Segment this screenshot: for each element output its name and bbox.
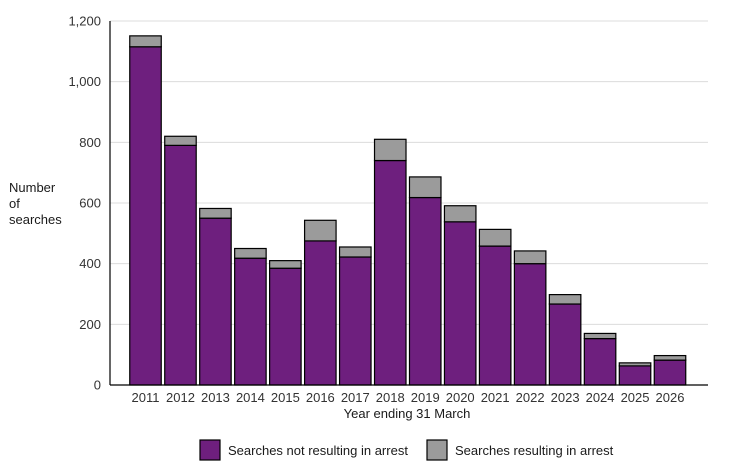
legend-label-not-arrest: Searches not resulting in arrest xyxy=(228,443,408,458)
legend-label-arrest: Searches resulting in arrest xyxy=(455,443,614,458)
bar-segment-not-arrest xyxy=(129,46,162,386)
legend: Searches not resulting in arrest Searche… xyxy=(199,439,614,461)
y-tick-label: 1,000 xyxy=(68,74,101,89)
x-tick-label: 2013 xyxy=(201,390,230,405)
bar-segment-not-arrest xyxy=(234,257,267,386)
bar-segment-arrest xyxy=(478,228,512,247)
bar-segment-not-arrest xyxy=(303,240,337,386)
bars xyxy=(129,35,687,386)
x-tick-label: 2018 xyxy=(376,390,405,405)
y-tick-label: 0 xyxy=(94,378,101,393)
x-tick-label: 2019 xyxy=(411,390,440,405)
x-tick-label: 2025 xyxy=(621,390,650,405)
bar-segment-arrest xyxy=(338,246,372,258)
bar-segment-not-arrest xyxy=(618,365,652,386)
y-axis-title: Number of searches xyxy=(9,180,62,227)
bar-segment-arrest xyxy=(234,247,267,259)
bar-segment-not-arrest xyxy=(408,196,442,386)
x-tick-label: 2016 xyxy=(306,390,335,405)
bar-segment-not-arrest xyxy=(583,337,617,386)
y-tick-labels: 0 200 400 600 800 1,000 1,200 xyxy=(68,14,101,393)
x-tick-label: 2012 xyxy=(166,390,195,405)
y-tick-label: 600 xyxy=(79,196,101,211)
bar-segment-arrest xyxy=(303,219,337,242)
bar-segment-not-arrest xyxy=(269,267,302,386)
bar-segment-not-arrest xyxy=(443,221,477,386)
y-axis-title-line: searches xyxy=(9,212,62,227)
bar-segment-arrest xyxy=(618,362,652,367)
bar-segment-arrest xyxy=(269,260,302,269)
x-tick-label: 2020 xyxy=(446,390,475,405)
y-tick-label: 1,200 xyxy=(68,14,101,29)
bar-segment-not-arrest xyxy=(164,144,197,386)
x-tick-label: 2023 xyxy=(551,390,580,405)
x-tick-label: 2024 xyxy=(586,390,615,405)
bar-segment-arrest xyxy=(129,35,162,48)
y-tick-label: 200 xyxy=(79,317,101,332)
bar-segment-arrest xyxy=(373,138,407,162)
bar-segment-arrest xyxy=(583,332,617,340)
x-tick-label: 2021 xyxy=(481,390,510,405)
y-tick-label: 800 xyxy=(79,135,101,150)
x-tick-label: 2014 xyxy=(236,390,265,405)
bar-segment-not-arrest xyxy=(548,303,582,386)
y-tick-label: 400 xyxy=(79,256,101,271)
x-axis-title: Year ending 31 March xyxy=(344,406,471,421)
x-tick-label: 2026 xyxy=(656,390,685,405)
axes xyxy=(109,21,708,386)
bar-segment-arrest xyxy=(199,207,232,219)
x-tick-labels: 2011 2012 2013 2014 2015 2016 2017 2018 2019 2020… xyxy=(132,390,685,405)
legend-swatch-arrest xyxy=(426,439,448,461)
bar-segment-arrest xyxy=(164,135,197,146)
legend-swatch-not-arrest xyxy=(199,439,221,461)
y-axis-title-line: Number xyxy=(9,180,56,195)
x-tick-label: 2022 xyxy=(516,390,545,405)
bar-segment-arrest xyxy=(513,250,547,265)
bar-segment-arrest xyxy=(408,176,442,199)
x-tick-label: 2017 xyxy=(341,390,370,405)
y-axis-title-line: of xyxy=(9,196,20,211)
bar-segment-not-arrest xyxy=(513,263,547,386)
bar-segment-arrest xyxy=(443,205,477,223)
x-tick-label: 2015 xyxy=(271,390,300,405)
bar-segment-not-arrest xyxy=(199,217,232,386)
bar-segment-not-arrest xyxy=(338,256,372,386)
x-tick-label: 2011 xyxy=(132,390,160,405)
bar-segment-not-arrest xyxy=(653,359,687,386)
bar-segment-not-arrest xyxy=(373,159,407,386)
bar-segment-arrest xyxy=(548,294,582,305)
bar-segment-arrest xyxy=(653,354,687,361)
bar-segment-not-arrest xyxy=(478,245,512,386)
